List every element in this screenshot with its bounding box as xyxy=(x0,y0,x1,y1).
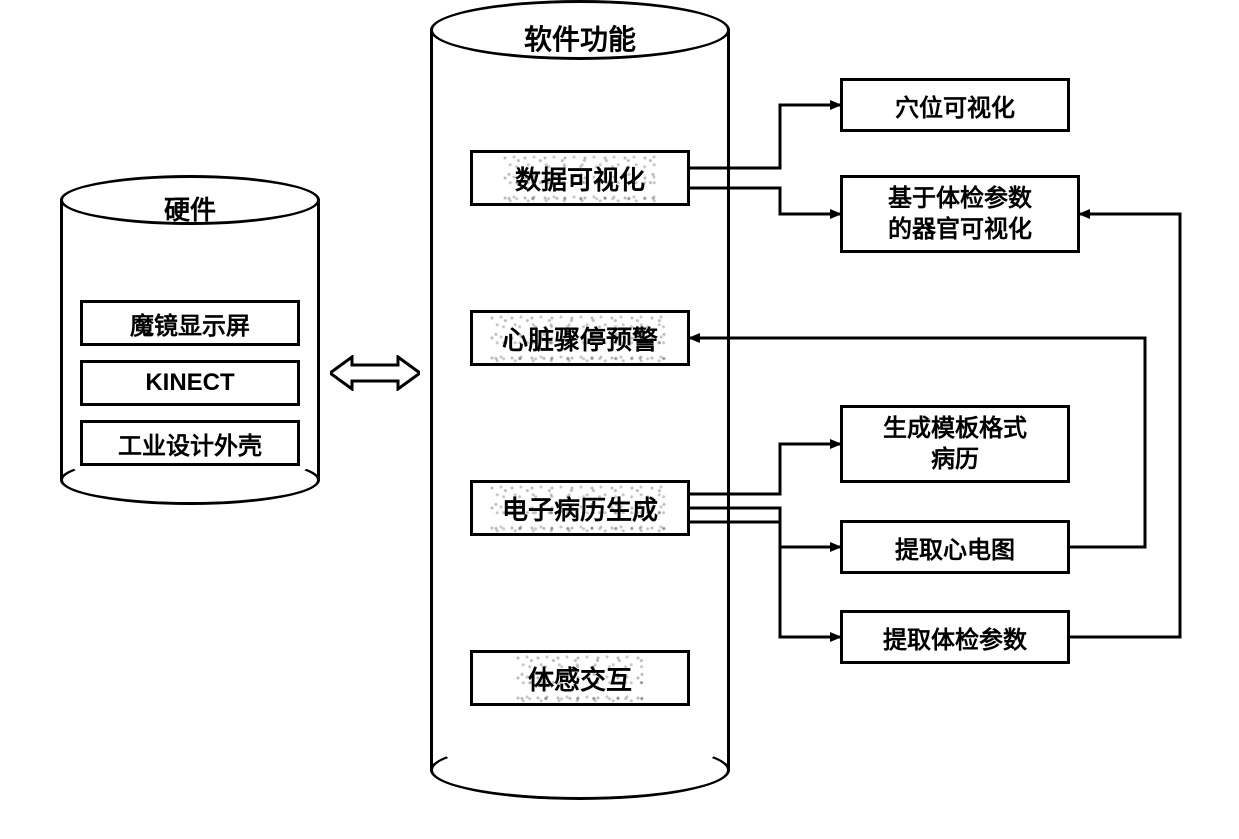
box-organ-viz-label: 基于体检参数 的器官可视化 xyxy=(888,183,1032,245)
box-case-design: 工业设计外壳 xyxy=(80,420,300,466)
box-case-design-label: 工业设计外壳 xyxy=(118,426,262,461)
bidi-arrow-icon xyxy=(330,355,420,391)
box-emr-gen: 电子病历生成 xyxy=(470,480,690,536)
box-template-emr: 生成模板格式 病历 xyxy=(840,405,1070,483)
cylinder-hardware-label: 硬件 xyxy=(60,190,320,227)
box-data-viz-label: 数据可视化 xyxy=(515,165,645,195)
box-extract-params-label: 提取体检参数 xyxy=(883,620,1027,655)
diagram-canvas: 硬件 魔镜显示屏 KINECT 工业设计外壳 软件功能 数据可视化 心脏骤停预警… xyxy=(0,0,1239,839)
box-extract-params: 提取体检参数 xyxy=(840,610,1070,664)
box-mirror-display-label: 魔镜显示屏 xyxy=(130,306,250,341)
box-kinect-label: KINECT xyxy=(145,369,234,397)
box-cardiac-warning-label: 心脏骤停预警 xyxy=(502,325,658,355)
box-acupoint-viz: 穴位可视化 xyxy=(840,78,1070,132)
cylinder-software-label: 软件功能 xyxy=(430,18,730,58)
box-motion-interact: 体感交互 xyxy=(470,650,690,706)
box-acupoint-viz-label: 穴位可视化 xyxy=(895,88,1015,123)
box-mirror-display: 魔镜显示屏 xyxy=(80,300,300,346)
box-organ-viz: 基于体检参数 的器官可视化 xyxy=(840,175,1080,253)
box-motion-interact-label: 体感交互 xyxy=(528,665,632,695)
box-data-viz: 数据可视化 xyxy=(470,150,690,206)
box-cardiac-warning: 心脏骤停预警 xyxy=(470,310,690,366)
arrow-extract-params-to-organ-viz xyxy=(1070,214,1180,637)
box-extract-ecg-label: 提取心电图 xyxy=(895,530,1015,565)
box-template-emr-label: 生成模板格式 病历 xyxy=(883,413,1027,475)
box-kinect: KINECT xyxy=(80,360,300,406)
box-extract-ecg: 提取心电图 xyxy=(840,520,1070,574)
box-emr-gen-label: 电子病历生成 xyxy=(502,495,658,525)
